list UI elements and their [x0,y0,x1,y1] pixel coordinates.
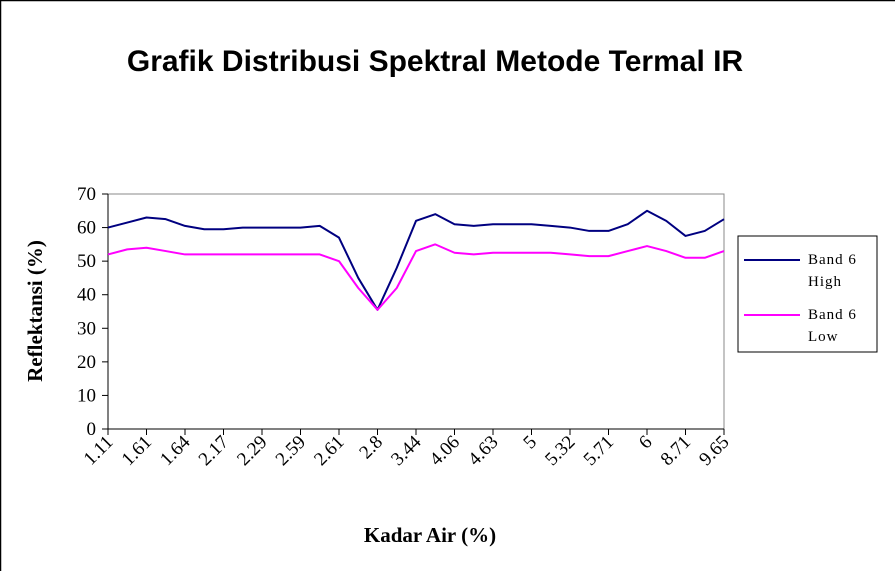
x-tick-label: 2.17 [195,432,233,470]
legend-box [737,235,878,353]
y-tick-label: 20 [77,352,96,373]
x-tick-label: 2.59 [272,432,310,470]
x-tick-label: 5.32 [541,432,579,470]
line-series [107,209,725,311]
x-tick-label: 4.06 [426,432,464,470]
x-tick-label: 4.63 [464,432,502,470]
y-tick-label: 50 [77,251,96,272]
chart-title: Grafik Distribusi Spektral Metode Termal… [126,45,744,78]
x-tick-label: 2.29 [233,432,271,470]
x-tick-label: 1.61 [118,432,156,470]
x-tick-label: 6 [635,432,657,454]
x-tick-label: 8.71 [657,432,695,470]
y-tick-label: 70 [77,184,96,205]
y-tick-label: 10 [77,385,96,406]
y-tick-label: 30 [77,318,96,339]
y-axis-label: Reflektansi (%) [23,240,47,382]
legend-label: Band 6 Low [808,307,857,345]
x-tick-label: 9.65 [695,432,733,470]
legend-label: Band 6 High [808,252,857,290]
x-axis-label: Kadar Air (%) [364,523,496,547]
x-tick-label: 5.71 [580,432,618,470]
x-tick-label: 2.8 [355,432,387,464]
x-tick-label: 1.11 [80,432,118,470]
line-series [107,243,725,311]
y-tick-label: 40 [77,285,96,306]
y-tick-label: 60 [77,218,96,239]
x-tick-label: 1.64 [156,431,195,470]
x-tick-label: 2.61 [310,432,348,470]
x-tick-label: 5 [519,432,541,454]
x-tick-label: 3.44 [387,431,426,470]
y-tick-label: 0 [87,419,97,440]
